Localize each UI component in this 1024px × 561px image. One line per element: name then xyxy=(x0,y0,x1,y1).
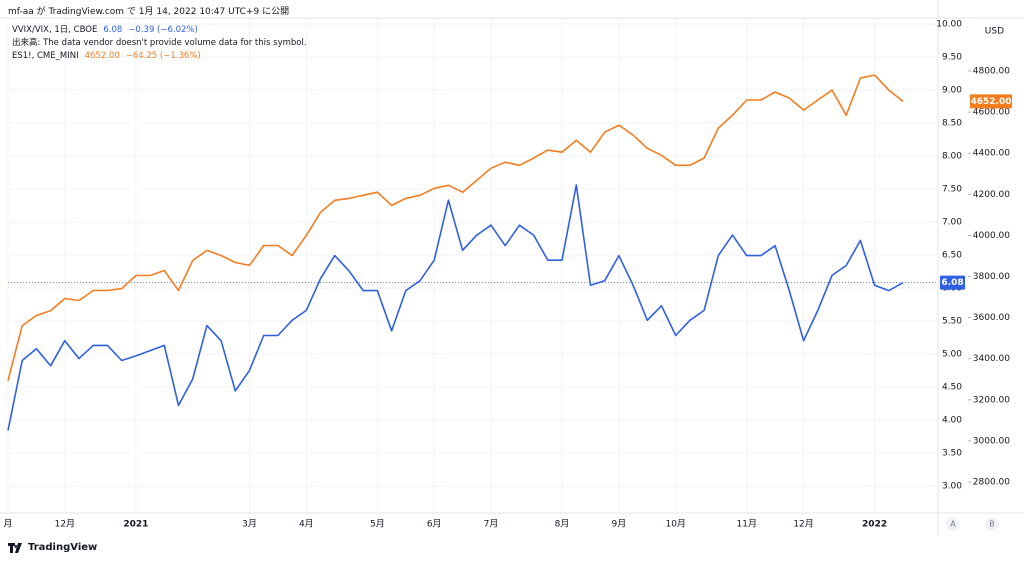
y2-tick-label: 3400.00 xyxy=(973,354,1010,364)
series-line xyxy=(7,184,904,431)
brand: TradingView xyxy=(28,542,98,553)
y-tick-label: 5.50 xyxy=(942,316,962,326)
y-tick-label: 6.50 xyxy=(942,250,962,260)
x-tick-label: 月 xyxy=(3,519,12,530)
y-tick-label: 9.50 xyxy=(942,52,962,62)
y-tick-label: 8.00 xyxy=(942,151,962,161)
volume-note: 出来高: The data vendor doesn't provide vol… xyxy=(12,38,307,48)
legend: VVIX/VIX, 1日, CBOE 6.08 −0.39 (−6.02%) 出来高:… xyxy=(12,24,307,63)
button-bg xyxy=(946,517,960,531)
legend-change: −0.39 (−6.02%) xyxy=(128,25,198,35)
price-tag xyxy=(940,275,965,290)
y-tick-label: 9.00 xyxy=(942,85,962,95)
x-tick-label: 9月 xyxy=(612,519,627,530)
legend-row: VVIX/VIX, 1日, CBOE 6.08 −0.39 (−6.02%) xyxy=(12,24,307,37)
legend-last: 4652.00 xyxy=(84,51,120,61)
legend-row: ES1!, CME_MINI 4652.00 −64.25 (−1.36%) xyxy=(12,50,307,63)
logo xyxy=(8,542,22,553)
y-tick-label: 4.50 xyxy=(942,382,962,392)
y2-unit: USD xyxy=(985,27,1004,37)
legend-name: VVIX/VIX, 1日, CBOE xyxy=(12,25,98,35)
x-tick-label: 3月 xyxy=(242,519,257,530)
x-tick-label: 4月 xyxy=(299,519,314,530)
button-bg xyxy=(985,517,999,531)
y-tick-label: 10.00 xyxy=(936,19,962,29)
y-tick-label: 7.50 xyxy=(942,184,962,194)
y2-tick-label: 3200.00 xyxy=(973,395,1010,405)
button-label: A xyxy=(950,520,956,529)
y-tick-label: 7.00 xyxy=(942,217,962,227)
scale-button[interactable]: A xyxy=(946,517,960,531)
x-tick-label: 12月 xyxy=(55,519,75,530)
y2-tick-label: 4400.00 xyxy=(973,149,1010,159)
x-tick-label: 2022 xyxy=(862,520,887,530)
header: mf-aa が TradingView.com で 1月 14, 2022 10… xyxy=(8,7,290,17)
footer: TradingView xyxy=(8,542,97,553)
y2-tick-label: 4800.00 xyxy=(973,67,1010,77)
series-line xyxy=(7,74,904,381)
legend-last: 6.08 xyxy=(103,25,123,35)
y2-tick-label: 3000.00 xyxy=(973,436,1010,446)
y2-tick-label: 3600.00 xyxy=(973,313,1010,323)
x-tick-label: 10月 xyxy=(665,519,685,530)
y-tick-label: 4.00 xyxy=(942,415,962,425)
x-tick-label: 2021 xyxy=(123,520,148,530)
y-tick-label: 8.50 xyxy=(942,118,962,128)
x-tick-label: 8月 xyxy=(555,519,570,530)
scale-button[interactable]: B xyxy=(985,517,999,531)
y-tick-label: 3.00 xyxy=(942,481,962,491)
price-tag-label: 4652.00 xyxy=(971,97,1012,107)
legend-name: ES1!, CME_MINI xyxy=(12,51,79,61)
y2-tick-label: 4600.00 xyxy=(973,108,1010,118)
x-tick-label: 11月 xyxy=(737,519,757,530)
x-tick-label: 6月 xyxy=(427,519,442,530)
x-tick-label: 5月 xyxy=(370,519,385,530)
y-tick-label: 5.00 xyxy=(942,349,962,359)
y-tick-label: 3.50 xyxy=(942,448,962,458)
y2-tick-label: 4200.00 xyxy=(973,190,1010,200)
button-label: B xyxy=(989,520,995,529)
legend-change: −64.25 (−1.36%) xyxy=(125,51,201,61)
price-tag-label: 6.08 xyxy=(941,278,963,288)
x-tick-label: 12月 xyxy=(793,519,813,530)
y2-tick-label: 3800.00 xyxy=(973,272,1010,282)
price-tag xyxy=(970,94,1012,109)
x-tick-label: 7月 xyxy=(484,519,499,530)
y2-tick-label: 2800.00 xyxy=(973,477,1010,487)
y2-tick-label: 4000.00 xyxy=(973,231,1010,241)
